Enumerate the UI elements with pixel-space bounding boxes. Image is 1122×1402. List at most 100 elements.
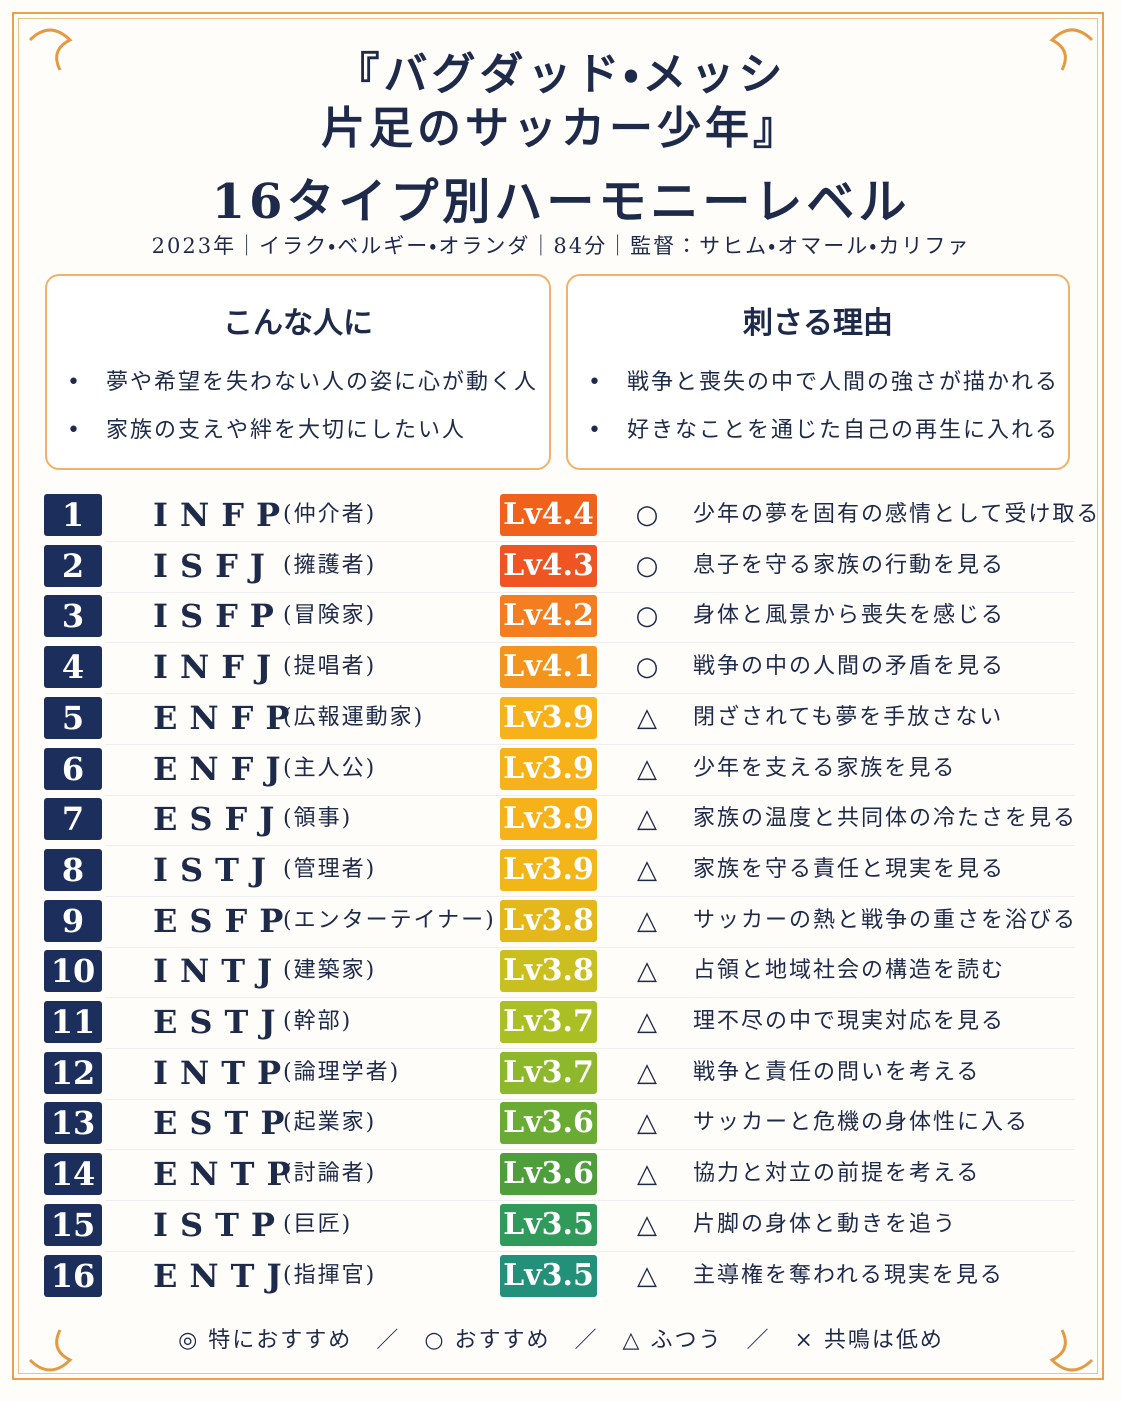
level-badge: Lv4.1 bbox=[500, 646, 597, 689]
level-badge: Lv3.9 bbox=[500, 848, 597, 891]
level-badge: Lv3.6 bbox=[500, 1102, 597, 1145]
comment: 少年の夢を固有の感情として受け取る bbox=[693, 502, 1101, 527]
level-badge: Lv3.5 bbox=[500, 1254, 597, 1297]
level-badge: Lv3.5 bbox=[500, 1203, 597, 1246]
role: (討論者) bbox=[283, 1161, 377, 1187]
rank: 11 bbox=[44, 1001, 102, 1043]
item-text: 好きなことを通じた自己の再生に入れる bbox=[626, 418, 1059, 443]
mark: ○ bbox=[635, 500, 659, 530]
comment: 理不尽の中で現実対応を見る bbox=[693, 1009, 1006, 1034]
level-badge: Lv3.6 bbox=[500, 1153, 597, 1196]
role: (仲介者) bbox=[283, 502, 377, 527]
box-item: • 夢や希望を失わない人の姿に心が動く人 bbox=[67, 364, 538, 396]
role: (指揮官) bbox=[283, 1262, 377, 1288]
frame bbox=[12, 12, 1104, 1380]
title-line: 『バグダッド・メッシ bbox=[335, 49, 787, 100]
box-heading: 刺さる理由 bbox=[743, 306, 893, 341]
row-separator bbox=[105, 591, 1075, 593]
role: (冒険家) bbox=[283, 603, 377, 629]
info-box: こんな人に • 夢や希望を失わない人の姿に心が動く人 • 家族の支えや絆を大切にした… bbox=[45, 274, 551, 470]
bullet: • bbox=[67, 418, 106, 443]
item-text: 家族の支えや絆を大切にしたい人 bbox=[105, 418, 466, 443]
type: ENFJ bbox=[153, 749, 293, 788]
type: ISTJ bbox=[153, 850, 279, 889]
comment: 息子を守る家族の行動を見る bbox=[693, 552, 1006, 578]
type: ENTP bbox=[153, 1155, 303, 1194]
rank: 12 bbox=[44, 1051, 102, 1094]
row-separator bbox=[105, 845, 1075, 847]
mark: △ bbox=[637, 905, 657, 936]
rank: 15 bbox=[44, 1203, 102, 1246]
rank: 16 bbox=[44, 1254, 102, 1297]
legend: ◎ 特におすすめ ／ ○ おすすめ ／ △ ふつう ／ × 共鳴は低め bbox=[0, 1322, 1122, 1354]
type: INFP bbox=[153, 496, 292, 534]
mark: △ bbox=[637, 804, 657, 835]
type: ISTP bbox=[153, 1205, 287, 1244]
row-separator bbox=[105, 1200, 1075, 1202]
mark: △ bbox=[637, 1260, 657, 1291]
comment: 家族の温度と共同体の冷たさを見る bbox=[693, 806, 1078, 832]
rank: 2 bbox=[44, 544, 102, 587]
row-separator bbox=[105, 946, 1075, 948]
mark: △ bbox=[637, 1057, 657, 1088]
row-separator bbox=[105, 693, 1075, 695]
rank: 9 bbox=[44, 899, 102, 942]
mark: △ bbox=[637, 956, 657, 987]
level-badge: Lv3.7 bbox=[500, 1051, 597, 1094]
row-separator bbox=[105, 794, 1075, 796]
row-separator bbox=[105, 1098, 1075, 1100]
rank: 7 bbox=[44, 798, 102, 841]
mark: ○ bbox=[635, 652, 659, 683]
role: (起業家) bbox=[283, 1110, 377, 1136]
rank: 10 bbox=[44, 950, 102, 993]
legend-item: ◎ 特におすすめ bbox=[178, 1328, 353, 1353]
legend-item: ○ おすすめ bbox=[424, 1328, 551, 1353]
type: ENTJ bbox=[153, 1256, 294, 1295]
comment: 身体と風景から喪失を感じる bbox=[693, 603, 1006, 629]
row-separator bbox=[105, 997, 1075, 999]
mark: △ bbox=[637, 1209, 657, 1240]
type: ISFJ bbox=[153, 546, 277, 585]
row-separator bbox=[105, 743, 1075, 745]
role: (主人公) bbox=[283, 755, 377, 781]
comment: 戦争の中の人間の矛盾を見る bbox=[693, 654, 1006, 680]
type: ISFP bbox=[153, 597, 286, 636]
legend-item: × 共鳴は低め bbox=[794, 1328, 944, 1353]
level-badge: Lv3.7 bbox=[500, 1001, 597, 1043]
box-item: • 家族の支えや絆を大切にしたい人 bbox=[67, 412, 466, 444]
rank: 13 bbox=[44, 1102, 102, 1145]
role: (建築家) bbox=[283, 958, 377, 984]
comment: 占領と地域社会の構造を読む bbox=[693, 958, 1006, 984]
frame-inner bbox=[18, 18, 1098, 1374]
rank: 14 bbox=[44, 1153, 102, 1196]
row-separator bbox=[105, 1149, 1075, 1151]
role: (論理学者) bbox=[283, 1059, 401, 1085]
level-badge: Lv3.8 bbox=[500, 950, 597, 993]
row-separator bbox=[105, 1048, 1075, 1049]
type: INFJ bbox=[153, 648, 284, 687]
box-heading: こんな人に bbox=[223, 306, 373, 341]
bullet: • bbox=[588, 418, 627, 443]
item-text: 夢や希望を失わない人の姿に心が動く人 bbox=[105, 370, 538, 395]
box-item: • 好きなことを通じた自己の再生に入れる bbox=[588, 412, 1059, 444]
box-item: • 戦争と喪失の中で人間の強さが描かれる bbox=[588, 364, 1059, 396]
comment: 閉ざされても夢を手放さない bbox=[693, 704, 1004, 730]
level-badge: Lv4.2 bbox=[500, 595, 597, 638]
mark: ○ bbox=[635, 601, 659, 632]
mark: △ bbox=[637, 753, 657, 784]
mark: △ bbox=[637, 854, 657, 885]
row-separator bbox=[105, 642, 1075, 644]
item-text: 戦争と喪失の中で人間の強さが描かれる bbox=[626, 370, 1059, 395]
comment: 少年を支える家族を見る bbox=[693, 755, 957, 781]
type: ENFP bbox=[153, 698, 302, 737]
comment: 主導権を奪われる現実を見る bbox=[693, 1262, 1004, 1288]
subtitle: 16タイプ別ハーモニーレベル bbox=[211, 174, 911, 230]
role: (提唱者) bbox=[283, 654, 377, 680]
role: (擁護者) bbox=[283, 552, 377, 578]
type: ESFP bbox=[153, 901, 296, 940]
row-separator bbox=[105, 541, 1075, 542]
role: (巨匠) bbox=[283, 1211, 353, 1237]
type: INTP bbox=[153, 1053, 294, 1092]
comment: 戦争と責任の問いを考える bbox=[693, 1059, 981, 1085]
